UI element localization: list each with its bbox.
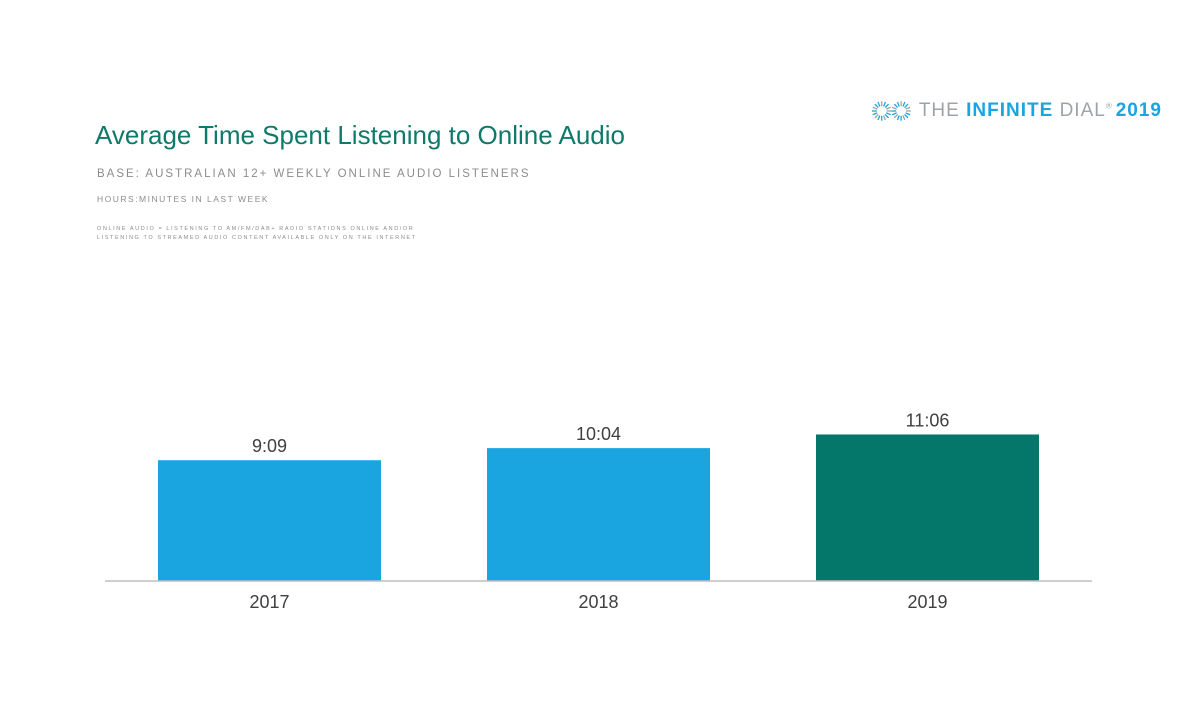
bar-2017 — [158, 460, 381, 581]
x-tick-label-2019: 2019 — [907, 592, 947, 612]
logo-stroke — [905, 106, 911, 110]
logo-stroke — [882, 115, 887, 121]
logo-stroke — [872, 106, 878, 110]
logo-stroke — [893, 113, 899, 119]
brand-wordmark: THE INFINITE DIAL® 2019 — [919, 100, 1162, 122]
logo-stroke — [884, 113, 890, 119]
brand-dial: DIAL — [1059, 100, 1106, 121]
logo-stroke — [904, 103, 909, 109]
logo-stroke — [874, 103, 879, 109]
brand-the: THE — [918, 100, 960, 121]
logo-stroke — [891, 112, 897, 116]
x-tick-label-2018: 2018 — [578, 592, 618, 612]
chart-units-note: HOURS:MINUTES IN LAST WEEK — [97, 194, 270, 204]
logo-stroke — [896, 101, 900, 107]
chart-base-note: BASE: AUSTRALIAN 12+ WEEKLY ONLINE AUDIO… — [97, 168, 531, 180]
logo-stroke — [904, 113, 909, 119]
logo-stroke — [877, 101, 881, 107]
logo-stroke — [885, 112, 891, 116]
chart-definition-note: ONLINE AUDIO = LISTENING TO AM/FM/DAB+ R… — [97, 225, 417, 243]
chart-title: Average Time Spent Listening to Online A… — [95, 120, 625, 150]
logo-stroke — [872, 112, 878, 116]
bar-2018 — [487, 448, 710, 581]
logo-stroke — [905, 112, 911, 116]
brand-logo: THE INFINITE DIAL® 2019 — [872, 96, 1162, 126]
bar-2019 — [816, 434, 1039, 581]
brand-infinite: INFINITE — [966, 100, 1054, 121]
infinity-logo-icon — [872, 101, 911, 121]
logo-stroke — [893, 103, 899, 109]
bar-value-label-2017: 9:09 — [252, 436, 287, 456]
logo-stroke — [885, 106, 891, 110]
logo-stroke — [874, 113, 879, 119]
logo-stroke — [891, 106, 897, 110]
brand-registered: ® — [1105, 101, 1112, 111]
bar-value-label-2019: 11:06 — [906, 410, 950, 430]
logo-stroke — [882, 101, 887, 107]
logo-stroke — [877, 115, 881, 121]
logo-stroke — [902, 115, 906, 121]
logo-stroke — [902, 101, 906, 107]
logo-stroke — [884, 103, 890, 109]
definition-line-1: ONLINE AUDIO = LISTENING TO AM/FM/DAB+ R… — [97, 226, 415, 232]
x-tick-label-2017: 2017 — [249, 592, 289, 612]
definition-line-2: LISTENING TO STREAMED AUDIO CONTENT AVAI… — [97, 235, 417, 241]
logo-stroke — [896, 115, 900, 121]
brand-year: 2019 — [1115, 100, 1162, 121]
bar-value-label-2018: 10:04 — [576, 424, 621, 444]
